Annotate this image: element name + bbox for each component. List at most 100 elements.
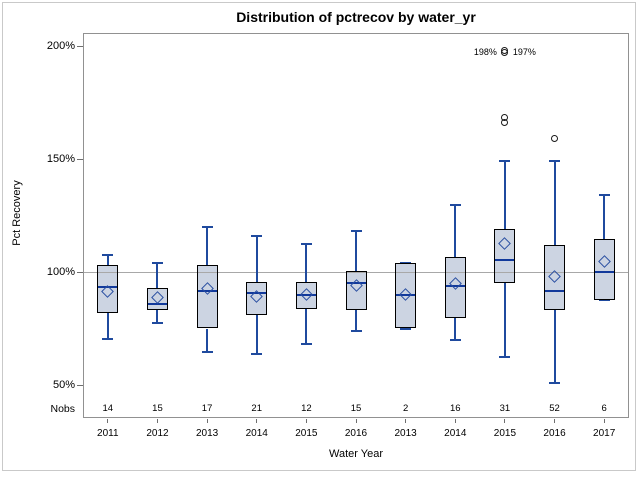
box-fill-2015 <box>295 282 317 310</box>
far-outlier-label-right: 197% <box>512 46 536 57</box>
box-outline-2014 <box>444 257 466 319</box>
box-outline-2016 <box>544 244 566 311</box>
whisker-cap-top <box>350 230 362 233</box>
whisker-upper <box>305 243 308 283</box>
x-tick-label-2011: 2011 <box>97 428 119 439</box>
x-tick-label-2013: 2013 <box>195 428 219 439</box>
whisker-upper <box>206 226 209 266</box>
box-fill-2015 <box>494 229 516 284</box>
reference-line-100pct <box>84 271 628 273</box>
whisker-upper <box>156 262 159 288</box>
whisker-cap-top <box>102 254 114 257</box>
box-fill-2011 <box>97 265 119 313</box>
box-outline-2016 <box>345 270 367 311</box>
box-fill-2017 <box>593 239 615 301</box>
whisker-lower <box>355 310 357 331</box>
x-tick-mark <box>107 419 109 423</box>
whisker-lower <box>206 328 209 353</box>
chart-title: Distribution of pctrecov by water_yr <box>236 9 476 25</box>
y-tick-label: 50% <box>52 379 75 391</box>
median-line <box>445 284 465 287</box>
nobs-value: 31 <box>499 403 511 414</box>
whisker-cap-top <box>151 261 163 264</box>
nobs-value: 16 <box>449 403 461 414</box>
whisker-cap-bottom <box>201 351 213 354</box>
x-tick-mark <box>156 419 158 423</box>
nobs-value: 17 <box>201 403 213 414</box>
whisker-upper <box>603 195 606 240</box>
y-tick-mark <box>77 271 83 273</box>
whisker-cap-top <box>598 194 610 197</box>
box-fill-2014 <box>444 257 466 319</box>
box-outline-2017 <box>593 239 615 301</box>
plot-frame <box>83 33 629 418</box>
whisker-cap-bottom <box>499 355 511 358</box>
whisker-cap-bottom <box>400 327 412 330</box>
median-line <box>98 285 118 288</box>
nobs-value: 6 <box>601 403 607 414</box>
box-outline-2012 <box>146 287 168 311</box>
whisker-lower <box>553 310 556 383</box>
whisker-upper <box>355 231 357 271</box>
x-tick-label-2013: 2013 <box>394 428 417 439</box>
whisker-upper <box>454 205 457 258</box>
x-tick-mark <box>454 419 456 423</box>
box-fill-2012 <box>146 287 168 311</box>
median-line <box>197 290 217 293</box>
whisker-cap-bottom <box>350 329 362 332</box>
y-tick-mark <box>77 45 83 47</box>
x-tick-mark <box>405 419 407 423</box>
box-outline-2011 <box>97 265 119 313</box>
whisker-cap-bottom <box>549 381 561 384</box>
median-line <box>296 293 316 296</box>
x-tick-mark <box>603 419 605 423</box>
whisker-upper <box>106 255 109 266</box>
whisker-cap-top <box>201 225 213 228</box>
x-tick-mark <box>554 419 556 423</box>
whisker-lower <box>156 310 159 323</box>
x-tick-label-2017: 2017 <box>593 428 616 439</box>
nobs-value: 15 <box>350 403 362 414</box>
whisker-upper <box>553 161 556 245</box>
whisker-cap-top <box>300 242 312 245</box>
box-fill-2016 <box>544 244 566 311</box>
box-fill-2016 <box>345 270 367 311</box>
x-tick-mark <box>256 419 258 423</box>
nobs-value: 52 <box>549 403 560 414</box>
nobs-value: 15 <box>152 403 163 414</box>
whisker-lower <box>454 318 457 340</box>
whisker-cap-bottom <box>449 338 461 341</box>
whisker-cap-top <box>549 160 561 163</box>
x-tick-label-2015: 2015 <box>493 428 517 439</box>
whisker-cap-bottom <box>102 337 114 340</box>
x-tick-label-2015: 2015 <box>295 428 318 439</box>
box-fill-2013 <box>395 262 417 329</box>
x-tick-mark <box>305 419 307 423</box>
box-fill-2013 <box>196 265 218 329</box>
whisker-upper <box>255 235 258 283</box>
far-outlier-circle <box>501 47 509 55</box>
nobs-value: 2 <box>402 403 409 414</box>
whisker-cap-bottom <box>151 321 163 324</box>
whisker-cap-bottom <box>300 343 312 346</box>
box-outline-2014 <box>246 282 268 315</box>
nobs-value: 12 <box>301 403 312 414</box>
far-outlier-label-left: 198% <box>473 46 497 57</box>
x-tick-mark <box>504 419 506 423</box>
y-tick-label: 150% <box>46 153 75 165</box>
median-line <box>495 258 515 261</box>
y-tick-label: 100% <box>46 266 75 278</box>
whisker-cap-bottom <box>251 353 263 356</box>
whisker-upper <box>503 161 506 230</box>
box-fill-2014 <box>246 282 268 315</box>
whisker-cap-bottom <box>598 299 610 302</box>
x-tick-mark <box>206 419 208 423</box>
y-tick-mark <box>77 158 83 160</box>
box-outline-2013 <box>395 262 417 329</box>
whisker-cap-top <box>499 160 511 163</box>
median-line <box>147 302 167 305</box>
outlier-circle <box>501 113 509 121</box>
median-line <box>545 290 565 293</box>
whisker-cap-top <box>251 234 263 237</box>
